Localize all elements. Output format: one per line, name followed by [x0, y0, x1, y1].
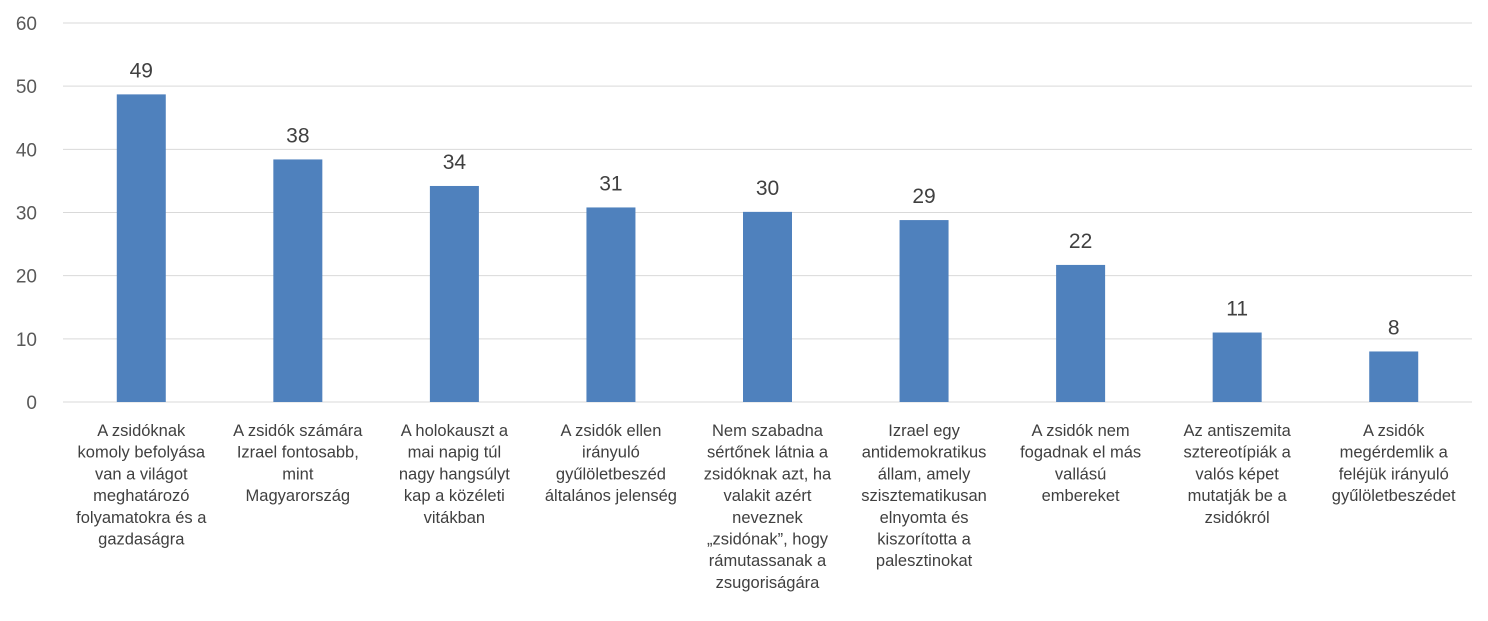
category-label-line: A zsidók — [1363, 422, 1425, 440]
category-label-line: A zsidók számára — [233, 422, 363, 440]
data-label: 34 — [443, 151, 467, 174]
category-label-line: feléjük irányuló — [1339, 465, 1449, 483]
category-label-line: Magyarország — [246, 487, 351, 505]
category-label-line: gazdaságra — [98, 531, 185, 549]
bars — [116, 94, 1419, 403]
category-label-line: palesztinokat — [876, 552, 973, 570]
category-label-line: A holokauszt a — [401, 422, 509, 440]
category-label: A zsidók ellen irányuló gyűlöletbeszéd álta… — [545, 422, 677, 505]
y-tick-label: 10 — [16, 330, 37, 351]
bar — [586, 207, 636, 402]
category-label-line: gyűlöletbeszéd — [556, 465, 666, 483]
category-label-line: kap a közéleti — [404, 487, 505, 505]
bar — [1369, 351, 1419, 402]
category-label-line: Az antiszemita — [1184, 422, 1292, 440]
category-label-line: mint — [282, 465, 314, 483]
bar — [1212, 332, 1262, 402]
category-label-line: általános jelenség — [545, 487, 677, 505]
category-label-line: „zsidónak”, hogy — [707, 531, 829, 549]
data-label: 38 — [286, 124, 309, 147]
category-label-line: van a világot — [95, 465, 188, 483]
category-label-line: Izrael fontosabb, — [237, 444, 359, 462]
category-label-line: kiszorította a — [877, 531, 971, 549]
y-tick-label: 20 — [16, 267, 37, 288]
category-label-line: folyamatokra és a — [76, 509, 207, 527]
category-label-line: nagy hangsúlyt — [399, 465, 510, 483]
category-label-line: szisztematikusan — [861, 487, 987, 505]
data-label: 22 — [1069, 230, 1092, 253]
data-label: 11 — [1226, 298, 1248, 321]
category-label: A holokauszt a mai napig túl nagy hangsúly… — [399, 422, 510, 527]
category-label: A zsidók megérdemlik a feléjük irányuló gyű… — [1332, 422, 1456, 505]
bar — [116, 94, 166, 403]
category-label-line: megérdemlik a — [1340, 444, 1449, 462]
category-label-line: vitákban — [424, 509, 485, 527]
category-label: A zsidók nem fogadnak el más vallású embere… — [1020, 422, 1141, 505]
category-label-line: Nem szabadna — [712, 422, 824, 440]
category-label-line: antidemokratikus — [862, 444, 987, 462]
category-label-line: gyűlöletbeszédet — [1332, 487, 1456, 505]
category-label-line: mai napig túl — [408, 444, 502, 462]
category-label: Izrael egy antidemokratikus állam, amely sz… — [861, 422, 987, 570]
category-label-line: zsidóknak azt, ha — [704, 465, 832, 483]
data-label: 8 — [1388, 316, 1400, 339]
category-label: A zsidóknak komoly befolyása van a világot… — [76, 422, 207, 549]
data-label: 29 — [912, 185, 935, 208]
category-label-line: komoly befolyása — [78, 444, 206, 462]
category-label-line: állam, amely — [878, 465, 971, 483]
data-label: 31 — [599, 172, 622, 195]
category-label-line: meghatározó — [93, 487, 189, 505]
category-label-line: irányuló — [582, 444, 640, 462]
bar — [899, 220, 949, 402]
bar — [429, 185, 479, 402]
category-label-line: vallású — [1055, 465, 1106, 483]
category-label-line: A zsidóknak — [97, 422, 186, 440]
y-axis-tick-labels: 0 10 20 30 40 50 60 — [16, 14, 37, 414]
bar — [273, 159, 323, 402]
bar — [743, 211, 792, 402]
category-label-line: neveznek — [732, 509, 803, 527]
y-tick-label: 0 — [26, 393, 37, 414]
category-label-line: Izrael egy — [888, 422, 960, 440]
category-label: Nem szabadna sértőnek látnia a zsidóknak a… — [704, 422, 832, 592]
category-label-line: mutatják be a — [1188, 487, 1288, 505]
bar — [1056, 264, 1106, 402]
data-label: 49 — [130, 59, 153, 82]
category-label-line: embereket — [1042, 487, 1120, 505]
data-label: 30 — [756, 177, 779, 200]
category-label-line: elnyomta és — [880, 509, 969, 527]
data-labels: 49 38 34 31 30 29 22 11 8 — [130, 59, 1400, 339]
category-label-line: A zsidók ellen — [560, 422, 661, 440]
category-labels: A zsidóknak komoly befolyása van a világot… — [76, 422, 1456, 592]
y-tick-label: 30 — [16, 204, 37, 225]
category-label-line: sztereotípiák a — [1184, 444, 1292, 462]
category-label: Az antiszemita sztereotípiák a valós képet… — [1184, 422, 1292, 527]
y-tick-label: 40 — [16, 140, 37, 161]
category-label-line: A zsidók nem — [1032, 422, 1130, 440]
category-label-line: valakit azért — [723, 487, 811, 505]
y-tick-label: 60 — [16, 14, 37, 35]
category-label-line: zsugoriságára — [716, 574, 820, 592]
category-label-line: zsidókról — [1205, 509, 1270, 527]
category-label-line: rámutassanak a — [709, 552, 827, 570]
y-tick-label: 50 — [16, 77, 37, 98]
category-label-line: sértőnek látnia a — [707, 444, 829, 462]
category-label-line: fogadnak el más — [1020, 444, 1141, 462]
category-label: A zsidók számára Izrael fontosabb, mint Mag… — [233, 422, 363, 505]
category-label-line: valós képet — [1195, 465, 1279, 483]
